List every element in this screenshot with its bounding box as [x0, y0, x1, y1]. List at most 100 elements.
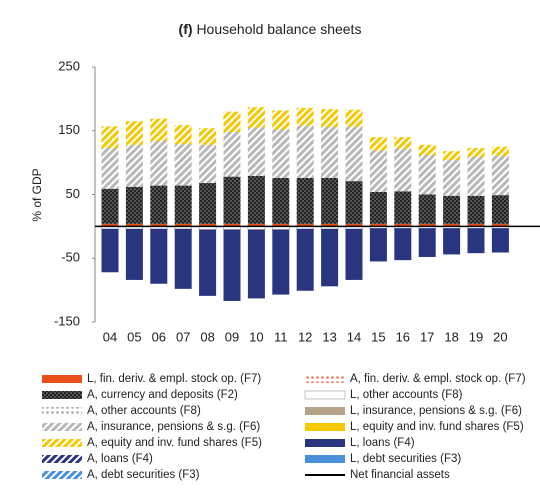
legend-label: L, equity and inv. fund shares (F5) [350, 421, 524, 433]
x-tick-label: 09 [225, 329, 239, 344]
legend-swatch [42, 375, 82, 383]
bar-segment [223, 223, 241, 227]
bar-segment [418, 194, 436, 224]
legend-swatch [305, 439, 345, 447]
bar-segment [174, 144, 192, 186]
bar-segment [394, 148, 412, 192]
bar-segment [101, 223, 119, 227]
bar-segment [321, 109, 339, 127]
bar-segment [199, 229, 217, 296]
legend-swatch [305, 375, 345, 383]
bar-segment [199, 183, 217, 224]
bar-segment [296, 107, 314, 126]
bar-segment [101, 147, 119, 189]
x-tick-label: 13 [322, 329, 336, 344]
panel-label: (f) [179, 21, 193, 37]
bar-segment [272, 229, 290, 295]
bar-segment [443, 195, 461, 224]
bar-segment [125, 186, 143, 224]
legend-swatch [305, 407, 345, 415]
bar-segment [150, 140, 168, 186]
title-text: Household balance sheets [196, 21, 361, 37]
legend-swatch [42, 407, 82, 415]
bar-segment [272, 177, 290, 224]
bar-segment [174, 185, 192, 224]
legend-label: A, other accounts (F8) [87, 405, 201, 417]
bar-segment [467, 156, 485, 196]
x-tick-label: 20 [493, 329, 507, 344]
bar-segment [150, 228, 168, 284]
y-tick-label: 150 [58, 122, 80, 137]
x-tick-label: 05 [127, 329, 141, 344]
legend-swatch [304, 390, 346, 400]
bar-segment [296, 223, 314, 227]
legend-swatch [305, 423, 345, 431]
bar-segment [101, 126, 119, 148]
bar-segment [223, 176, 241, 224]
legend-label: L, other accounts (F8) [350, 389, 463, 401]
bar-segment [467, 147, 485, 157]
bar-segment [345, 223, 363, 227]
x-tick-label: 11 [274, 329, 288, 344]
bar-segment [272, 129, 290, 178]
bar-segment [296, 177, 314, 224]
bar-segment [369, 191, 387, 224]
legend-swatch [42, 391, 82, 399]
bar-segment [125, 121, 143, 145]
bar-segment [199, 223, 217, 227]
bar-segment [199, 144, 217, 184]
bar-segment [125, 144, 143, 187]
legend-label: L, loans (F4) [350, 437, 415, 449]
bar-segment [296, 125, 314, 178]
bar-segment [101, 188, 119, 224]
bar-segment [321, 228, 339, 287]
bar-segment [369, 228, 387, 262]
legend-swatch [42, 471, 82, 479]
bar-segment [223, 111, 241, 133]
y-tick-label: 50 [66, 186, 80, 201]
bar-segment [101, 228, 119, 273]
bar-segment [394, 223, 412, 227]
bar-segment [491, 195, 509, 224]
legend-swatch [42, 423, 82, 431]
legend-swatch [305, 455, 345, 463]
legend-swatch [42, 455, 82, 463]
bar-segment [247, 127, 265, 177]
legend-label: A, currency and deposits (F2) [87, 389, 238, 401]
bar-segment [369, 223, 387, 227]
bar-segment [491, 223, 509, 227]
x-tick-label: 18 [444, 329, 458, 344]
bar-segment [150, 185, 168, 224]
bar-segment [394, 191, 412, 224]
bar-segment [272, 110, 290, 130]
bar-segment [467, 223, 485, 227]
bar-segment [174, 125, 192, 145]
bar-segment [443, 228, 461, 255]
bar-segment [296, 228, 314, 291]
bar-segment [345, 109, 363, 127]
bar-segment [199, 128, 217, 145]
bar-segment [321, 126, 339, 178]
bar-segment [174, 228, 192, 289]
bar-segment [174, 223, 192, 227]
y-tick-label: -50 [61, 250, 80, 265]
y-tick-label: -150 [54, 313, 80, 328]
bar-segment [418, 228, 436, 257]
bar-segment [418, 144, 436, 155]
legend-label: L, insurance, pensions & s.g. (F6) [350, 405, 522, 417]
bar-segment [467, 195, 485, 224]
legend-label: A, loans (F4) [87, 453, 153, 465]
x-tick-label: 07 [176, 329, 190, 344]
x-tick-label: 08 [200, 329, 214, 344]
x-tick-label: 19 [469, 329, 483, 344]
bar-segment [345, 126, 363, 182]
chart-title: (f) Household balance sheets [179, 21, 362, 37]
bar-segment [443, 151, 461, 161]
bar-segment [321, 177, 339, 224]
bar-segment [223, 132, 241, 177]
bar-segment [418, 223, 436, 227]
legend-label: L, fin. deriv. & empl. stock op. (F7) [87, 373, 261, 385]
y-tick-label: 250 [58, 58, 80, 73]
x-tick-label: 14 [347, 329, 361, 344]
